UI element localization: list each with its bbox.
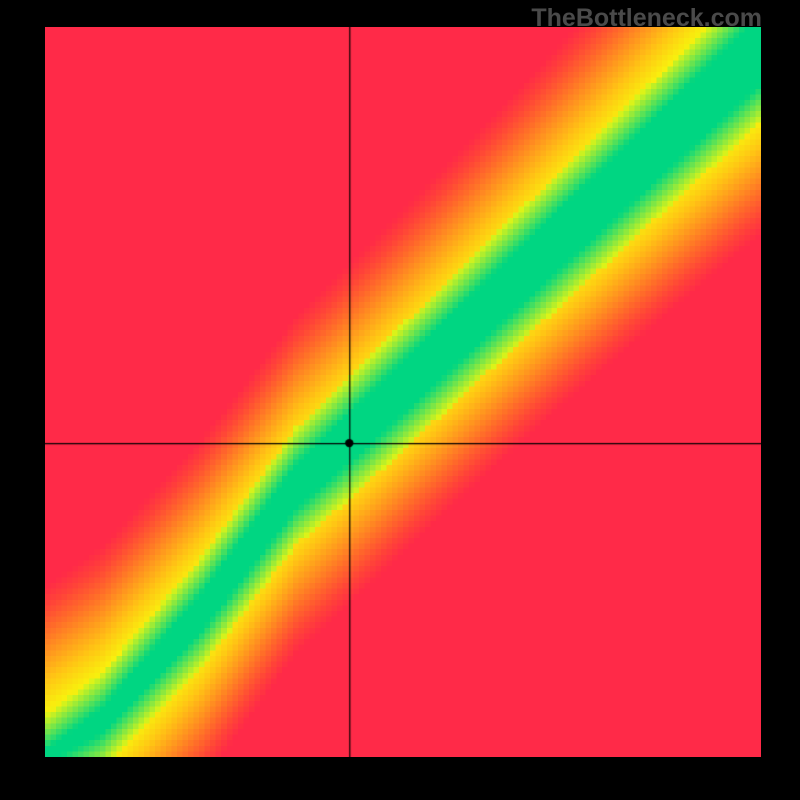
crosshair-overlay [45, 27, 761, 757]
chart-container: TheBottleneck.com [0, 0, 800, 800]
